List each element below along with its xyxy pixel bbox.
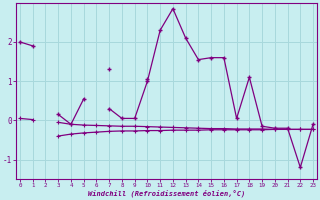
X-axis label: Windchill (Refroidissement éolien,°C): Windchill (Refroidissement éolien,°C)	[88, 190, 245, 197]
